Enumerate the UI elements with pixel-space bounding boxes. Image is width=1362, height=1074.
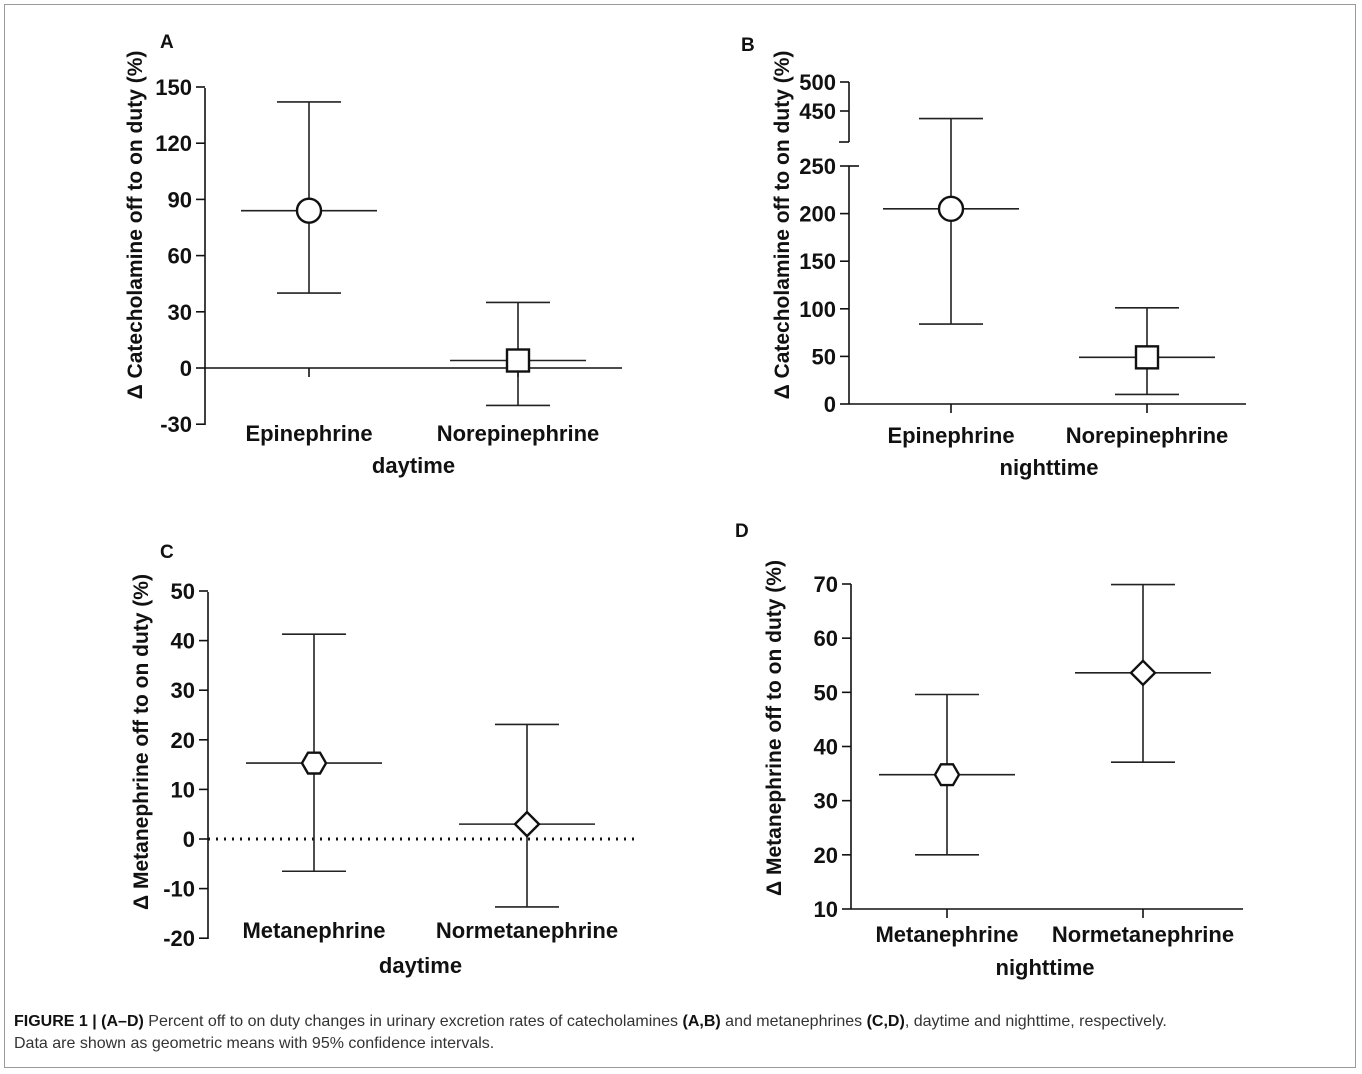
category-label-b: Norepinephrine [1066,423,1229,448]
mean-marker-d [933,763,961,787]
y-axis-title-b: Δ Catecholamine off to on duty (%) [771,51,794,400]
y-tick-label-b: 100 [799,297,836,322]
mean-marker-c [300,751,328,775]
caption-text-3: , daytime and nighttime, respectively. [904,1013,1167,1030]
y-tick-label-d: 30 [814,789,838,814]
panel-d: D Δ Metanephrine off to on duty (%) 10 20 30… [735,521,1243,980]
category-label-c: Metanephrine [242,918,385,943]
y-tick-label-a: 90 [168,187,192,212]
x-axis-title-d: nighttime [996,955,1095,980]
category-label-d: Metanephrine [875,922,1018,947]
panel-label-a: A [160,32,174,53]
y-axis-title-c: Δ Metanephrine off to on duty (%) [130,574,153,910]
x-axis-title-c: daytime [379,953,462,978]
y-tick-label-c: 30 [171,678,195,703]
caption-line-2: Data are shown as geometric means with 9… [14,1035,495,1052]
y-tick-label-b: 500 [799,70,836,95]
mean-marker-a [295,197,323,224]
y-tick-label-a: 60 [168,244,192,269]
y-tick-label-a: 150 [155,75,192,100]
y-tick-label-a: -30 [160,412,192,437]
y-tick-label-d: 60 [814,626,838,651]
y-tick-label-d: 10 [814,897,838,922]
y-tick-label-a: 120 [155,131,192,156]
figure-frame [4,4,1356,1068]
y-axis-title-d: Δ Metanephrine off to on duty (%) [763,560,786,896]
y-tick-label-b: 0 [824,392,836,417]
caption-ref-ab: (A,B) [682,1013,721,1030]
mean-marker-c [513,810,541,838]
y-tick-label-d: 40 [814,735,838,760]
category-label-b: Epinephrine [887,423,1014,448]
y-axis-title-a: Δ Catecholamine off to on duty (%) [124,51,147,400]
y-tick-label-c: 10 [171,777,195,802]
panel-label-d: D [735,521,749,542]
caption-text-1: Percent off to on duty changes in urinar… [143,1013,683,1030]
y-tick-label-b: 250 [799,154,836,179]
y-tick-label-a: 30 [168,300,192,325]
y-tick-label-b: 50 [812,344,836,369]
panel-c: C Δ Metanephrine off to on duty (%) -20 -10… [130,542,636,978]
y-tick-label-d: 50 [814,680,838,705]
y-tick-label-d: 70 [814,572,838,597]
mean-marker-b [937,195,965,223]
y-tick-label-c: 50 [171,579,195,604]
category-label-a: Epinephrine [245,421,372,446]
y-tick-label-c: -20 [163,926,195,951]
y-tick-label-b: 150 [799,249,836,274]
y-tick-label-a: 0 [180,356,192,381]
category-label-d: Normetanephrine [1052,922,1234,947]
category-label-a: Norepinephrine [437,421,600,446]
mean-marker-a [505,348,531,373]
panel-b: B Δ Catecholamine off to on duty (%) 0 50 10… [741,35,1246,480]
mean-marker-b [1134,345,1160,370]
y-tick-label-c: 20 [171,728,195,753]
caption-line-1: FIGURE 1 | (A–D) Percent off to on duty … [14,1011,1344,1033]
y-tick-label-b: 200 [799,202,836,227]
caption-figure-label: FIGURE 1 | (A–D) [14,1013,144,1030]
category-label-c: Normetanephrine [436,918,618,943]
panel-label-b: B [741,35,755,56]
x-axis-title-a: daytime [372,453,455,478]
mean-marker-d [1129,659,1157,687]
y-tick-label-d: 20 [814,843,838,868]
y-tick-label-c: 0 [183,827,195,852]
y-tick-label-c: 40 [171,629,195,654]
figure-caption: FIGURE 1 | (A–D) Percent off to on duty … [14,1011,1344,1055]
panel-label-c: C [160,542,174,563]
panel-a: A Δ Catecholamine off to on duty (%) -30 0 3… [124,32,622,478]
y-tick-label-c: -10 [163,877,195,902]
caption-text-2: and metanephrines [720,1013,867,1030]
y-tick-label-b: 450 [799,99,836,124]
x-axis-title-b: nighttime [1000,455,1099,480]
caption-ref-cd: (C,D) [866,1013,905,1030]
